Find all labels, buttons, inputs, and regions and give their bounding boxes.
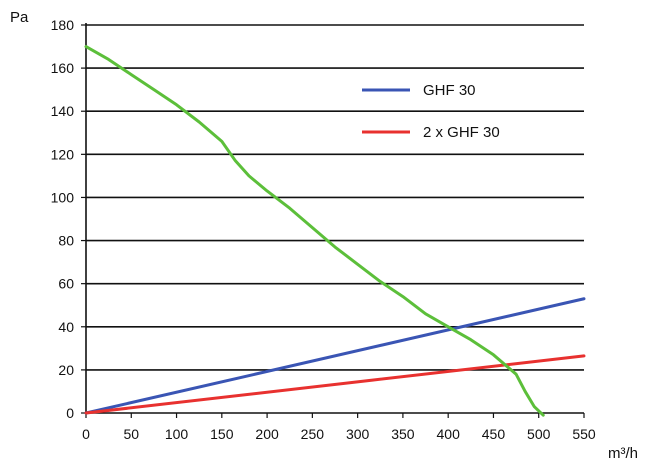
series-line-2-x-ghf-30 (84, 354, 586, 415)
series-lines (84, 45, 586, 417)
y-tick-label: 180 (51, 17, 75, 33)
x-tick-label: 400 (437, 426, 461, 442)
y-tick-labels: 0 20 40 60 80 100 120 140 160 180 (51, 17, 75, 421)
x-tick-label: 150 (210, 426, 234, 442)
y-tick-label: 0 (66, 405, 74, 421)
x-tick-labels: 0 50 100 150 200 250 300 350 400 450 500 550 (82, 426, 596, 442)
x-tick-label: 450 (482, 426, 506, 442)
x-tick-label: 350 (391, 426, 415, 442)
y-tick-label: 160 (51, 60, 75, 76)
axes (85, 23, 584, 414)
x-tick-label: 300 (346, 426, 370, 442)
x-tick-label: 200 (255, 426, 279, 442)
legend-label: GHF 30 (423, 82, 476, 99)
y-tick-label: 120 (51, 146, 75, 162)
x-tick-label: 500 (527, 426, 551, 442)
y-tick-label: 100 (51, 189, 75, 205)
grid-lines (81, 24, 585, 418)
legend-label: 2 x GHF 30 (423, 124, 500, 141)
series-line-ghf-30 (84, 297, 586, 415)
y-tick-label: 60 (58, 276, 74, 292)
y-tick-label: 80 (58, 233, 74, 249)
x-tick-label: 550 (572, 426, 596, 442)
y-axis-label: Pa (10, 9, 29, 26)
x-tick-label: 250 (301, 426, 325, 442)
series-line-curve (84, 45, 545, 417)
y-tick-label: 140 (51, 103, 75, 119)
y-tick-label: 40 (58, 319, 74, 335)
x-axis-label: m³/h (608, 445, 638, 462)
x-tick-label: 0 (82, 426, 90, 442)
x-tick-label: 100 (165, 426, 189, 442)
x-tick-label: 50 (123, 426, 139, 442)
legend: GHF 30 2 x GHF 30 (362, 82, 500, 141)
y-tick-label: 20 (58, 362, 74, 378)
